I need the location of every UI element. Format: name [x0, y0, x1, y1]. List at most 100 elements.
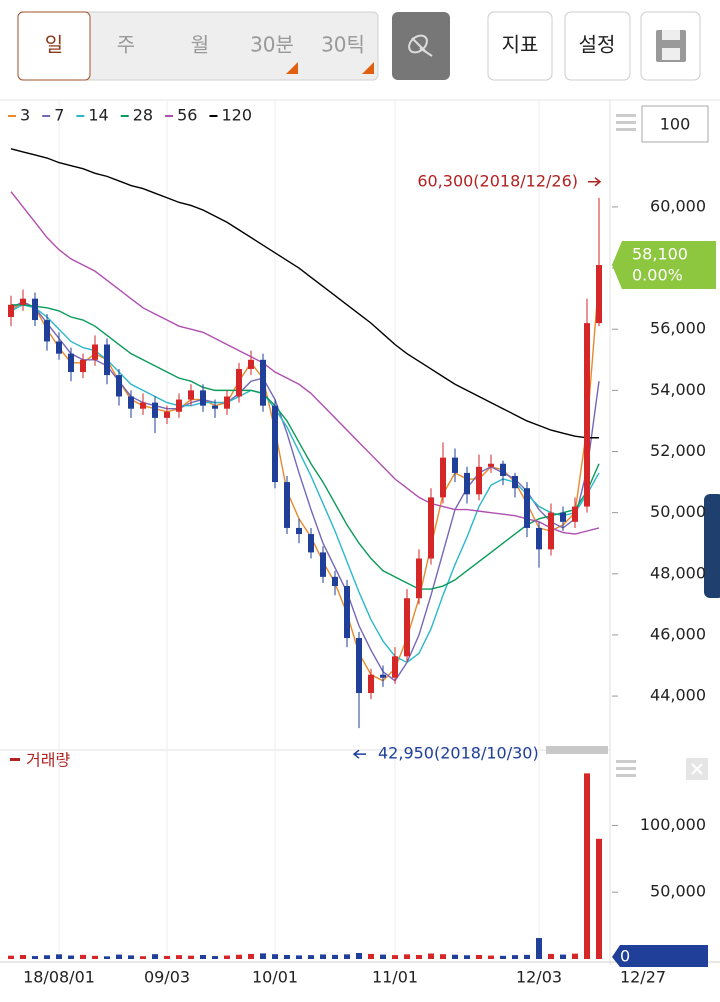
candle-body	[92, 344, 98, 360]
legend-label: 28	[133, 106, 153, 125]
candle-body	[140, 402, 146, 409]
volume-bar	[284, 954, 290, 959]
high-annotation: 60,300(2018/12/26)	[417, 171, 578, 190]
volume-bar	[152, 954, 158, 959]
candle-body	[296, 527, 302, 535]
volume-badge	[612, 945, 708, 967]
x-tick-label: 18/08/01	[23, 968, 95, 987]
y-tick-label: 50,000	[650, 882, 706, 901]
volume-bar	[584, 773, 590, 959]
volume-bar	[248, 953, 254, 959]
y-tick-label: 44,000	[650, 686, 706, 705]
volume-legend-mark	[10, 758, 20, 761]
arrow	[352, 749, 366, 759]
side-handle[interactable]	[704, 494, 720, 598]
ma-line	[10, 148, 599, 439]
volume-bar	[404, 954, 410, 959]
candle-body	[236, 368, 242, 397]
tab-selected[interactable]	[17, 11, 91, 81]
candle-body	[368, 674, 374, 694]
candle-body	[152, 402, 158, 418]
volume-bar	[176, 955, 182, 959]
satellite-icon	[408, 34, 433, 57]
volume-bar	[68, 955, 74, 959]
candle-body	[260, 359, 266, 406]
count-value: 100	[660, 115, 691, 134]
candle-body	[68, 353, 74, 373]
candle-body	[416, 558, 422, 599]
x-tick-label: 09/03	[144, 968, 190, 987]
tab-label[interactable]: 30틱	[321, 33, 365, 57]
candle-body	[128, 396, 134, 409]
low-annotation: 42,950(2018/10/30)	[378, 744, 539, 763]
candle-body	[548, 512, 554, 550]
candle-body	[380, 674, 386, 678]
candle-body	[500, 463, 506, 476]
candle-body	[488, 463, 494, 467]
x-end-label: 12/27	[620, 968, 666, 987]
price-badge-change: 0.00%	[632, 266, 683, 285]
candle-body	[560, 512, 566, 522]
candle-body	[464, 472, 470, 495]
tab-label[interactable]: 일	[45, 33, 63, 57]
candle-body	[572, 506, 578, 522]
candle-body	[104, 344, 110, 376]
volume-bar	[536, 938, 542, 959]
candle-body	[332, 576, 338, 587]
y-tick-label: 100,000	[640, 815, 706, 834]
ma-line	[10, 277, 600, 682]
y-tick-label: 52,000	[650, 441, 706, 460]
volume-bar	[500, 955, 506, 959]
candle-body	[356, 638, 362, 694]
tab-label[interactable]: 월	[191, 33, 209, 57]
legend-label: 14	[88, 106, 108, 125]
volume-badge-value: 0	[620, 947, 630, 966]
volume-bar	[596, 838, 602, 959]
volume-bar	[44, 955, 50, 959]
candle-body	[344, 586, 350, 638]
volume-bar	[344, 954, 350, 959]
button-label: 지표	[502, 33, 539, 57]
candle-body	[476, 466, 482, 495]
candle-body	[56, 341, 62, 354]
candle-body	[116, 375, 122, 397]
volume-bar	[104, 956, 110, 959]
ma-line	[10, 304, 600, 664]
candle-body	[596, 265, 602, 324]
volume-bar	[548, 953, 554, 959]
volume-bar	[116, 954, 122, 959]
candle-body	[284, 482, 290, 528]
candle-body	[200, 390, 206, 406]
indicator-button[interactable]	[487, 11, 553, 81]
ma-line	[11, 304, 600, 590]
settings-button[interactable]	[564, 11, 631, 81]
scrollbar[interactable]	[546, 746, 608, 754]
candle-body	[404, 598, 410, 657]
x-tick-label: 11/01	[372, 968, 418, 987]
volume-bar	[572, 953, 578, 959]
volume-bar	[200, 954, 206, 959]
volume-bar	[128, 955, 134, 959]
volume-bar	[20, 954, 26, 959]
y-tick-label: 60,000	[650, 196, 706, 215]
y-tick-label: 56,000	[650, 319, 706, 338]
tab-label[interactable]: 30분	[250, 33, 294, 57]
candle-body	[452, 457, 458, 473]
volume-bar	[392, 955, 398, 959]
volume-bar	[464, 955, 470, 959]
volume-bar	[236, 954, 242, 959]
candle-body	[536, 527, 542, 550]
candle-body	[176, 399, 182, 412]
volume-bar	[452, 954, 458, 959]
volume-bar	[188, 955, 194, 959]
tab-label[interactable]: 주	[117, 33, 135, 57]
x-tick-label: 10/01	[252, 968, 298, 987]
candle-body	[512, 475, 518, 489]
candle-body	[308, 534, 314, 553]
count-box[interactable]	[641, 105, 709, 143]
candle-body	[392, 656, 398, 678]
price-badge	[612, 241, 716, 290]
volume-bar	[140, 956, 146, 959]
